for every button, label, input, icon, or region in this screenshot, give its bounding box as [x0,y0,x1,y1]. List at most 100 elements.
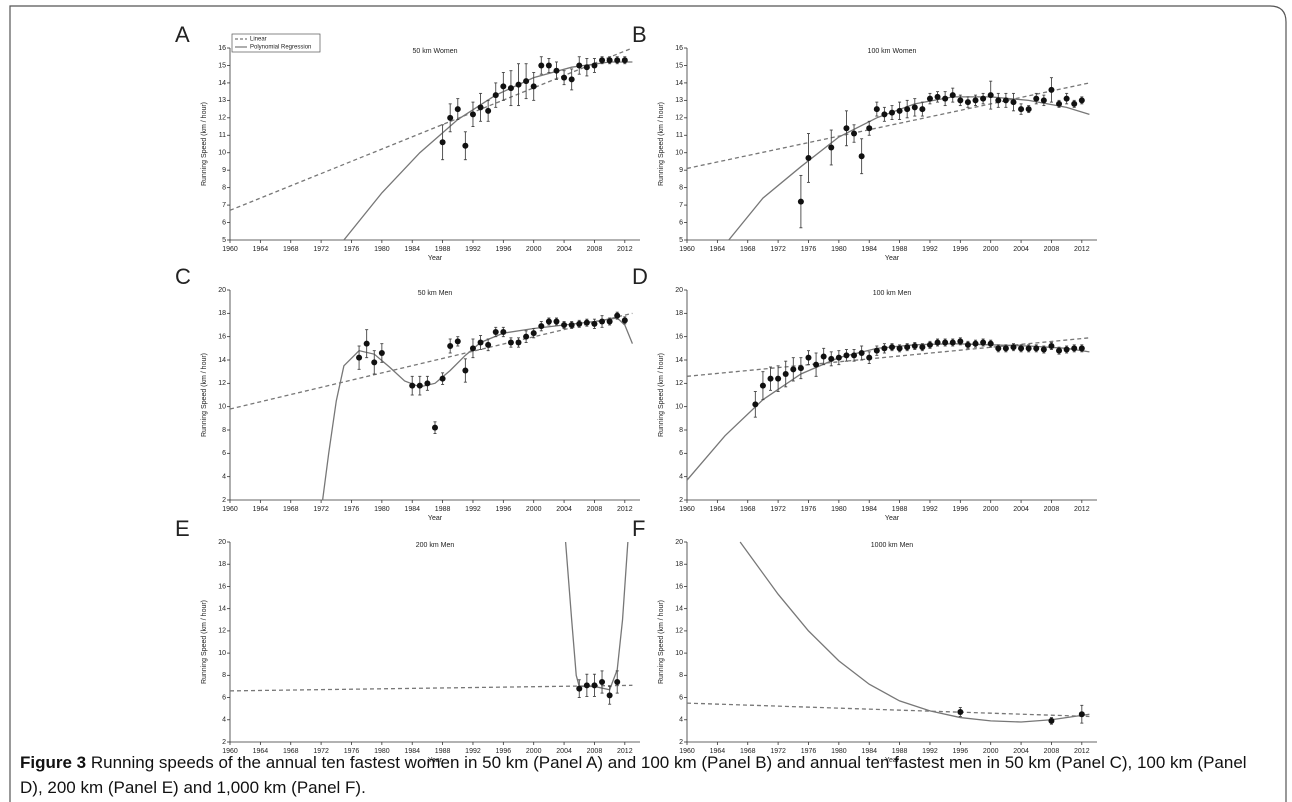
y-tick-label: 14 [675,606,683,613]
x-tick-label: 2012 [617,748,633,755]
data-point [1025,106,1032,113]
y-tick-label: 2 [222,739,226,746]
polynomial-line [564,541,629,691]
panel-letter: B [632,22,647,47]
x-tick-label: 1972 [770,506,786,513]
y-axis-label: Running Speed (km / hour) [201,600,208,684]
data-point [576,62,583,69]
data-point [439,375,446,382]
y-tick-label: 12 [218,115,226,122]
data-point [454,106,461,113]
panel-title: 100 km Women [868,48,917,55]
y-tick-label: 12 [218,380,226,387]
data-point [447,114,454,121]
x-tick-label: 1968 [283,246,299,253]
data-point [972,340,979,347]
data-point [591,682,598,689]
y-tick-label: 6 [679,694,683,701]
x-tick-label: 1996 [953,748,969,755]
x-axis-label: Year [885,757,900,764]
y-tick-label: 4 [222,717,226,724]
linear-line [230,312,633,410]
data-point [416,382,423,389]
x-tick-label: 2008 [587,246,603,253]
data-point [538,323,545,330]
panel: C 50 km Men 2 4 6 8 10 12 14 16 18 20 1960 1964 1968 19… [175,264,640,522]
data-point [1033,345,1040,352]
data-point [424,380,431,387]
caption-text: Running speeds of the annual ten fastest… [20,753,1247,797]
x-axis-label: Year [885,515,900,522]
data-point [606,692,613,699]
data-point [835,354,842,361]
data-point [980,95,987,102]
data-point [507,85,514,92]
x-tick-label: 1996 [953,246,969,253]
x-tick-label: 2008 [587,748,603,755]
data-point [790,366,797,373]
y-tick-label: 20 [675,287,683,294]
x-tick-label: 1980 [374,748,390,755]
data-point [767,375,774,382]
x-tick-label: 2004 [556,506,572,513]
data-point [964,99,971,106]
y-axis-label: Running Speed (km / hour) [201,353,208,437]
data-point [942,95,949,102]
data-point [500,329,507,335]
data-point [1033,95,1040,102]
x-tick-label: 1980 [831,246,847,253]
x-tick-label: 1964 [710,246,726,253]
y-tick-label: 8 [679,427,683,434]
panel-title: 100 km Men [873,290,912,297]
data-point [485,341,492,348]
data-point [432,424,438,431]
x-tick-label: 1960 [222,246,238,253]
data-point [964,341,971,348]
x-tick-label: 1976 [801,246,817,253]
y-tick-label: 18 [218,310,226,317]
data-point [797,198,804,205]
panel-letter: D [632,264,648,289]
x-tick-label: 1992 [922,748,938,755]
y-tick-label: 8 [222,672,226,679]
data-point [805,354,812,361]
data-point [752,401,759,408]
x-tick-label: 1968 [740,748,756,755]
y-tick-label: 8 [679,672,683,679]
panel: F 1000 km Men 2 4 6 8 10 12 14 16 18 20 1960 1964 1968… [632,516,1097,764]
data-point [621,317,628,324]
y-tick-label: 20 [675,539,683,546]
data-point [538,62,545,69]
y-tick-label: 13 [218,97,226,104]
data-point [1018,345,1025,352]
data-point [576,685,583,692]
y-tick-label: 12 [675,628,683,635]
legend-box [231,33,321,53]
data-point [356,354,363,361]
data-point [881,111,888,118]
polynomial-line [687,343,1090,481]
x-tick-label: 1996 [496,506,512,513]
x-tick-label: 1968 [740,246,756,253]
x-tick-label: 1992 [922,246,938,253]
data-point [1040,97,1047,104]
data-point [889,109,895,116]
y-tick-label: 15 [218,62,226,69]
y-tick-label: 14 [218,357,226,364]
y-tick-label: 10 [218,404,226,411]
caption: Figure 3 Running speeds of the annual te… [20,750,1270,800]
data-point [583,682,590,689]
x-tick-label: 1992 [922,506,938,513]
x-tick-label: 2008 [1044,246,1060,253]
y-tick-label: 6 [222,694,226,701]
x-tick-label: 1968 [283,506,299,513]
x-tick-label: 1968 [283,748,299,755]
data-point [775,375,782,382]
data-point [545,318,552,325]
y-tick-label: 18 [218,561,226,568]
x-tick-label: 1988 [435,748,451,755]
y-tick-label: 8 [222,184,226,191]
data-point [972,97,979,104]
data-point [409,382,416,389]
x-tick-label: 1996 [496,246,512,253]
